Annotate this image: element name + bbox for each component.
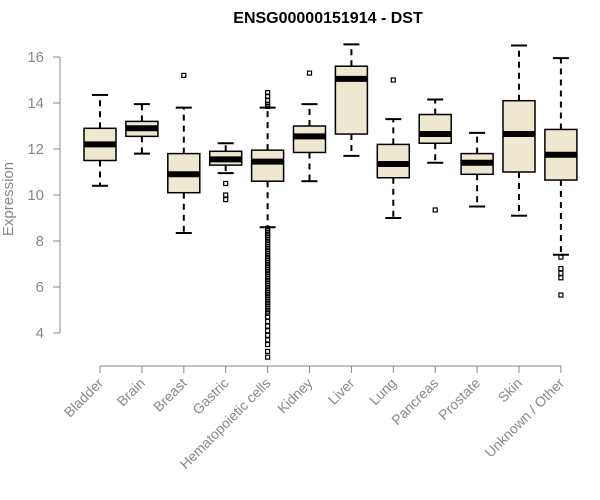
outlier-point [558, 275, 564, 281]
box-pancreas [418, 98, 452, 213]
outlier-point [265, 337, 271, 343]
y-tick-label: 8 [36, 233, 44, 250]
x-tick-label: Breast [150, 375, 190, 415]
chart-title: ENSG00000151914 - DST [233, 10, 423, 27]
outlier-point [265, 332, 271, 338]
outlier-point [223, 192, 229, 198]
outlier-point [181, 72, 187, 79]
outlier-point [223, 180, 229, 187]
y-axis: 4 6 8 10 12 14 16 [27, 49, 61, 342]
y-tick-label: 14 [27, 95, 44, 112]
outlier-point [558, 266, 564, 272]
plot-area [83, 43, 578, 360]
box-brain [125, 103, 159, 155]
x-tick-label: Skin [495, 375, 526, 406]
outlier-point [558, 270, 564, 276]
box-prostate [460, 131, 494, 208]
y-axis-label: Expression [0, 162, 17, 236]
box-breast [167, 72, 201, 234]
outlier-point [265, 341, 271, 348]
outlier-point [432, 207, 438, 213]
y-tick-label: 4 [36, 325, 44, 342]
y-tick-label: 6 [36, 279, 44, 296]
outlier-point [390, 77, 396, 83]
outlier-point [265, 348, 271, 354]
iqr-box [250, 149, 285, 182]
outlier-point [265, 103, 271, 110]
y-tick-label: 12 [27, 141, 44, 158]
x-tick-label: Brain [114, 375, 148, 409]
outlier-point [265, 93, 271, 99]
x-tick-label: Liver [325, 375, 358, 408]
outlier-point [306, 70, 313, 76]
x-tick-label: Kidney [274, 375, 316, 417]
outlier-point [265, 314, 271, 320]
box-unknown-other [544, 57, 578, 298]
y-tick-label: 16 [27, 49, 44, 66]
box-gastric [208, 142, 243, 203]
box-skin [502, 44, 536, 217]
box-kidney [292, 70, 327, 183]
x-tick-label: Lung [366, 375, 399, 408]
y-tick-label: 10 [27, 187, 44, 204]
box-lung [376, 77, 411, 219]
x-tick-label: Pancreas [388, 375, 441, 428]
outlier-point [558, 254, 564, 260]
outlier-point [265, 328, 271, 334]
box-hematopoietic-cells [250, 90, 285, 360]
x-tick-label: Unknown / Other [481, 375, 567, 461]
outlier-point [265, 354, 271, 360]
iqr-box [418, 113, 452, 144]
outlier-point [265, 323, 271, 329]
box-bladder [83, 93, 117, 187]
outlier-point [265, 318, 271, 325]
box-liver [334, 43, 369, 157]
outlier-point [223, 197, 229, 203]
x-tick-label: Bladder [61, 375, 107, 421]
outlier-point [558, 292, 564, 298]
x-tick-label: Prostate [435, 375, 483, 423]
